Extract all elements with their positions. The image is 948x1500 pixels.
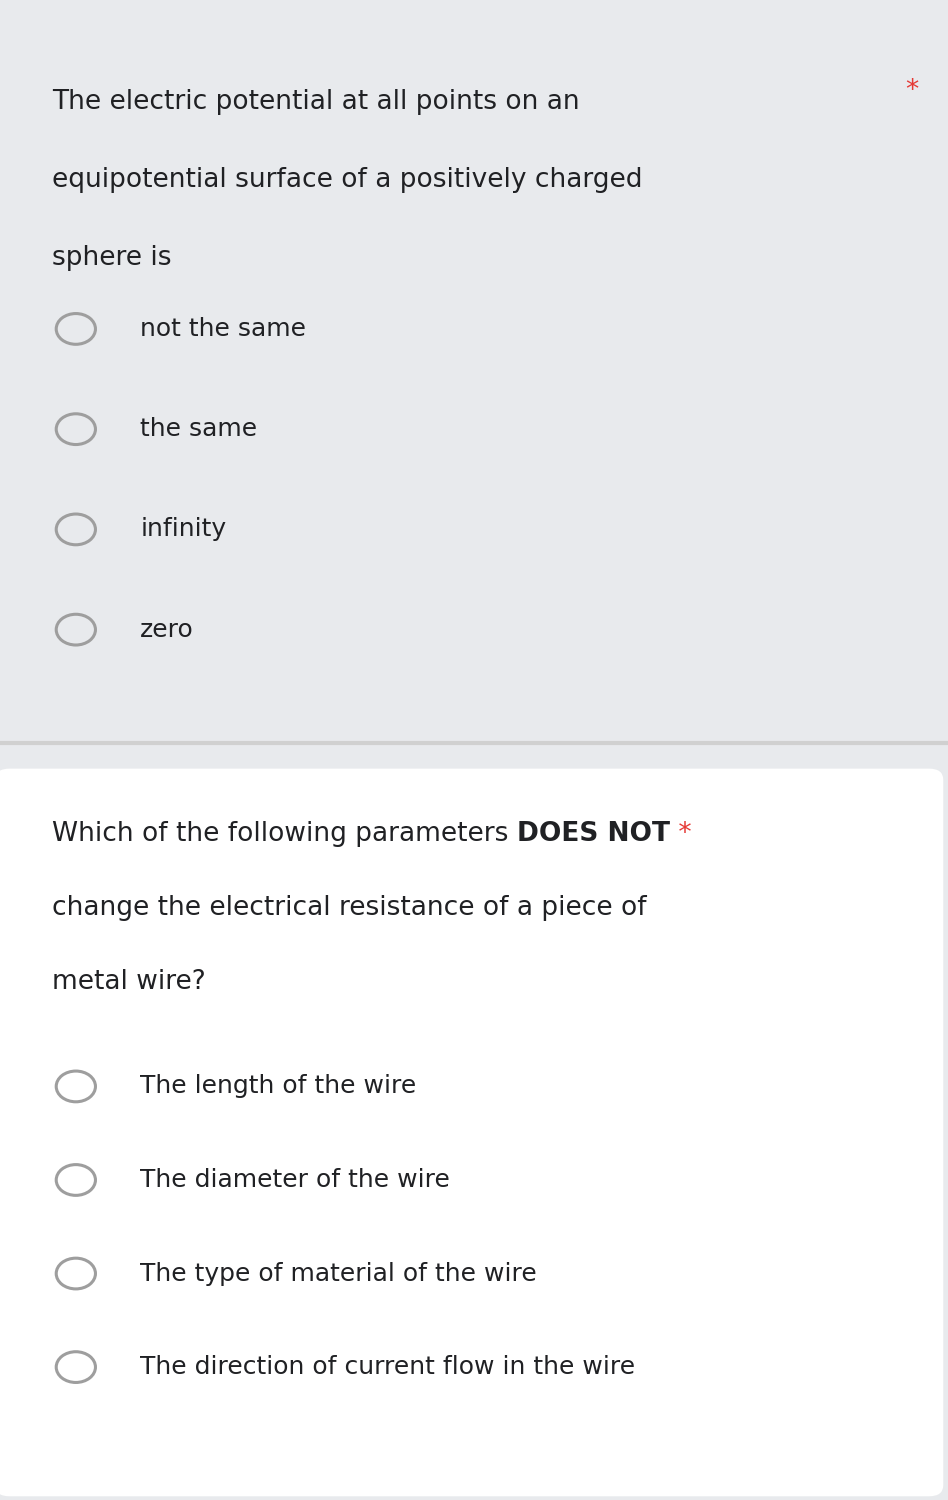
Text: *: * — [670, 821, 691, 846]
Text: infinity: infinity — [140, 518, 227, 542]
Text: equipotential surface of a positively charged: equipotential surface of a positively ch… — [52, 166, 643, 194]
Text: not the same: not the same — [140, 316, 306, 340]
Text: the same: the same — [140, 417, 258, 441]
Text: The length of the wire: The length of the wire — [140, 1074, 416, 1098]
FancyBboxPatch shape — [0, 768, 943, 1497]
Text: DOES NOT: DOES NOT — [517, 821, 670, 846]
Text: The direction of current flow in the wire: The direction of current flow in the wir… — [140, 1354, 635, 1378]
Text: zero: zero — [140, 618, 194, 642]
Text: The type of material of the wire: The type of material of the wire — [140, 1262, 538, 1286]
Text: metal wire?: metal wire? — [52, 969, 206, 994]
Text: sphere is: sphere is — [52, 244, 172, 272]
Text: The electric potential at all points on an: The electric potential at all points on … — [52, 88, 580, 116]
Text: change the electrical resistance of a piece of: change the electrical resistance of a pi… — [52, 896, 647, 921]
Text: Which of the following parameters: Which of the following parameters — [52, 821, 517, 846]
Text: The diameter of the wire: The diameter of the wire — [140, 1168, 450, 1192]
Text: *: * — [905, 78, 919, 104]
